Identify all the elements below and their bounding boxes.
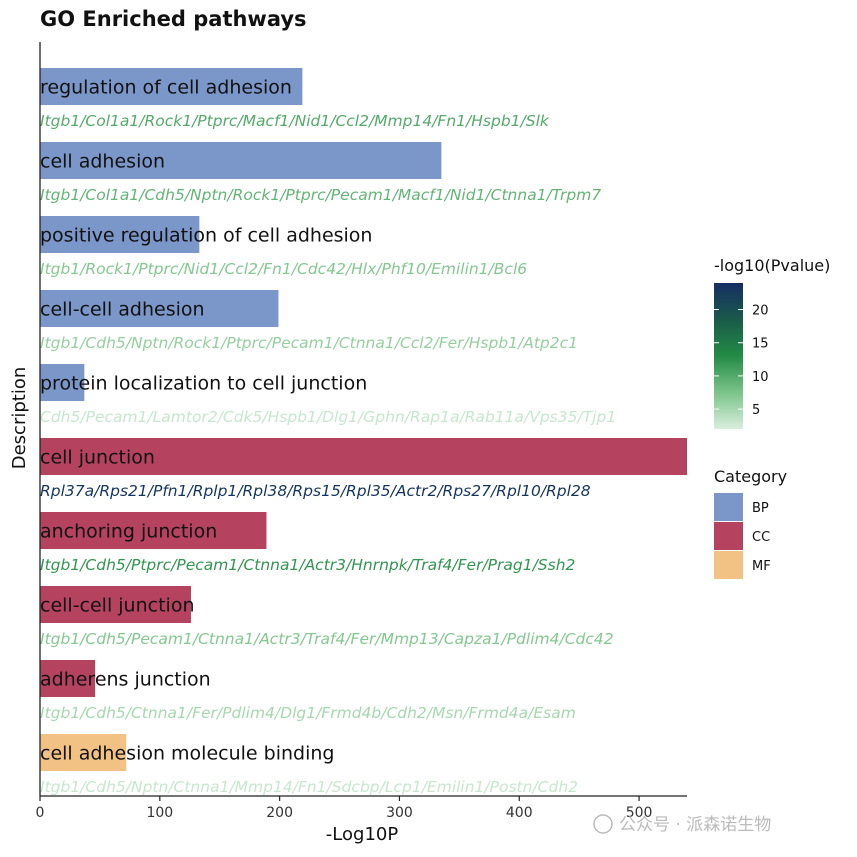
bar: [40, 142, 442, 179]
bar: [40, 216, 200, 253]
gene-label: Rpl37a/Rps21/Pfn1/Rplp1/Rpl38/Rps15/Rpl3…: [40, 482, 591, 500]
term-label: regulation of cell adhesion: [40, 77, 292, 99]
x-tick-label: 500: [626, 805, 653, 821]
bar: [40, 734, 127, 771]
bar: [40, 438, 687, 475]
term-label: cell-cell adhesion: [40, 299, 205, 321]
x-tick-label: 100: [146, 805, 173, 821]
term-label: anchoring junction: [40, 521, 217, 543]
x-tick-label: 400: [506, 805, 533, 821]
bars-layer: [40, 68, 687, 771]
watermark-text: 公众号 · 派森诺生物: [619, 815, 771, 835]
gene-label: Itgb1/Cdh5/Nptn/Ctnna1/Mmp14/Fn1/Sdcbp/L…: [40, 778, 578, 796]
bar: [40, 512, 267, 549]
term-label: protein localization to cell junction: [40, 373, 367, 395]
x-tick-label: 200: [266, 805, 293, 821]
term-label: cell junction: [40, 447, 155, 469]
gene-labels-layer: Itgb1/Col1a1/Rock1/Ptprc/Macf1/Nid1/Ccl2…: [40, 112, 616, 796]
gene-label: Itgb1/Cdh5/Ctnna1/Fer/Pdlim4/Dlg1/Frmd4b…: [40, 704, 576, 722]
category-legend-title: Category: [714, 467, 787, 486]
category-swatch: [714, 551, 743, 579]
gene-label: Itgb1/Cdh5/Ptprc/Pecam1/Ctnna1/Actr3/Hnr…: [40, 556, 575, 574]
gene-label: Cdh5/Pecam1/Lamtor2/Cdk5/Hspb1/Dlg1/Gphn…: [40, 408, 616, 426]
pvalue-legend-ticks: 5 10 15 20: [714, 304, 769, 418]
category-label: CC: [752, 530, 770, 545]
bar: [40, 68, 303, 105]
gene-label: Itgb1/Col1a1/Rock1/Ptprc/Macf1/Nid1/Ccl2…: [40, 112, 550, 130]
term-labels-layer: regulation of cell adhesion cell adhesion…: [40, 77, 372, 765]
pvalue-tick-label: 20: [752, 304, 769, 319]
bar: [40, 660, 96, 697]
y-axis-label: Description: [9, 367, 30, 470]
x-axis-label: -Log10P: [326, 824, 399, 845]
category-label: BP: [752, 501, 769, 516]
pvalue-legend: -log10(Pvalue) 5 10 15 20: [714, 256, 830, 429]
chart-title: GO Enriched pathways: [40, 7, 307, 31]
pvalue-tick-label: 15: [752, 337, 769, 352]
pvalue-colorbar: [714, 283, 743, 429]
pvalue-legend-title: -log10(Pvalue): [714, 256, 830, 275]
bar: [40, 586, 191, 623]
term-label: cell adhesion: [40, 151, 165, 173]
gene-label: Itgb1/Cdh5/Nptn/Rock1/Ptprc/Pecam1/Ctnna…: [40, 334, 578, 352]
watermark: 公众号 · 派森诺生物: [593, 814, 771, 835]
bar: [40, 290, 279, 327]
gene-label: Itgb1/Col1a1/Cdh5/Nptn/Rock1/Ptprc/Pecam…: [40, 186, 601, 204]
pvalue-tick-label: 10: [752, 370, 769, 385]
term-label: cell adhesion molecule binding: [40, 743, 334, 765]
x-tick-label: 0: [36, 805, 45, 821]
term-label: positive regulation of cell adhesion: [40, 225, 372, 247]
gene-label: Itgb1/Cdh5/Pecam1/Ctnna1/Actr3/Traf4/Fer…: [40, 630, 614, 648]
category-swatch: [714, 522, 743, 550]
gene-label: Itgb1/Rock1/Ptprc/Nid1/Ccl2/Fn1/Cdc42/Hl…: [40, 260, 527, 278]
bar: [40, 364, 85, 401]
x-axis-ticks: 0 100 200 300 400 500: [36, 796, 653, 821]
x-tick-label: 300: [386, 805, 413, 821]
category-legend-entries: BP CC MF: [714, 493, 771, 579]
term-label: adherens junction: [40, 669, 211, 691]
pvalue-tick-label: 5: [752, 403, 760, 418]
category-label: MF: [752, 559, 771, 574]
category-legend: Category BP CC MF: [714, 467, 787, 579]
wechat-icon: [593, 814, 613, 834]
category-swatch: [714, 493, 743, 521]
term-label: cell-cell junction: [40, 595, 195, 617]
